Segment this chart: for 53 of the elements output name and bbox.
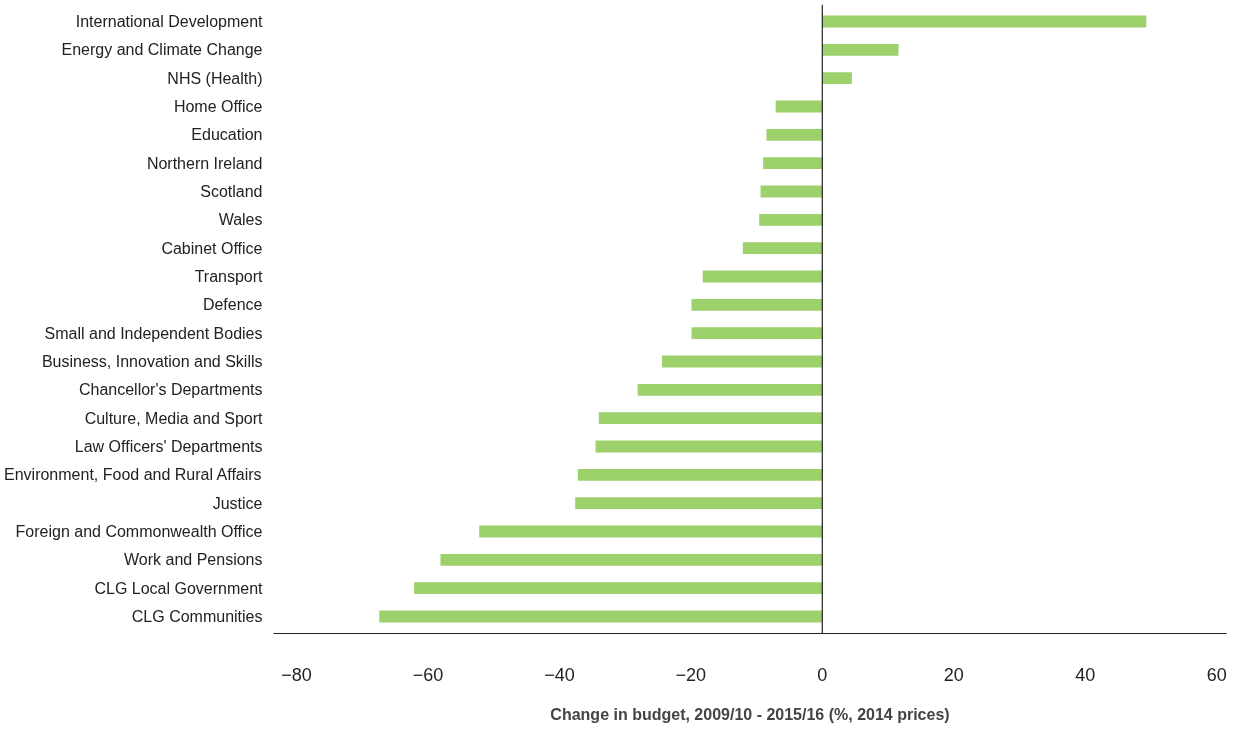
y-tick-label: Energy and Climate Change bbox=[61, 41, 263, 59]
bar bbox=[822, 72, 852, 85]
x-tick-label: −40 bbox=[544, 664, 575, 685]
y-tick-label: Culture, Media and Sport bbox=[84, 409, 264, 427]
y-tick-label: Education bbox=[191, 126, 263, 144]
y-tick-label: Wales bbox=[218, 211, 263, 229]
y-tick-label: CLG Local Government bbox=[94, 579, 264, 597]
bar bbox=[775, 100, 823, 113]
bar bbox=[760, 185, 823, 198]
x-tick-label: −60 bbox=[412, 664, 444, 685]
bar bbox=[822, 43, 899, 56]
x-tick-label: 0 bbox=[817, 664, 828, 685]
bar bbox=[414, 582, 823, 595]
bar bbox=[637, 383, 823, 396]
bar bbox=[379, 610, 823, 623]
x-tick-label: 20 bbox=[943, 664, 964, 685]
x-tick-label: −80 bbox=[281, 664, 312, 685]
y-tick-label: Business, Innovation and Skills bbox=[41, 353, 263, 370]
y-tick-label: Cabinet Office bbox=[161, 239, 263, 257]
x-tick-label: 40 bbox=[1075, 664, 1096, 685]
bar bbox=[763, 157, 823, 170]
y-tick-label: Defence bbox=[202, 296, 263, 314]
bar bbox=[661, 355, 823, 368]
bar bbox=[598, 412, 823, 425]
y-tick-label: CLG Communities bbox=[131, 608, 263, 625]
y-tick-label: Northern Ireland bbox=[146, 154, 263, 172]
y-tick-label: Scotland bbox=[200, 183, 263, 200]
y-tick-label: Foreign and Commonwealth Office bbox=[15, 523, 263, 540]
bar bbox=[759, 213, 823, 226]
y-tick-label: Chancellor's Departments bbox=[78, 381, 263, 399]
y-tick-label: Justice bbox=[212, 494, 263, 512]
x-tick-label: 60 bbox=[1206, 664, 1227, 685]
bar bbox=[702, 270, 823, 283]
bar bbox=[577, 468, 823, 481]
bar bbox=[691, 298, 823, 311]
x-tick-label: −20 bbox=[675, 664, 707, 685]
bar bbox=[766, 128, 823, 141]
bar bbox=[575, 497, 823, 510]
y-tick-label: Small and Independent Bodies bbox=[44, 324, 263, 342]
y-tick-label: International Development bbox=[75, 13, 264, 30]
y-tick-label: Work and Pensions bbox=[124, 551, 263, 569]
y-tick-label: Law Officers' Departments bbox=[74, 438, 263, 455]
x-axis-title: Change in budget, 2009/10 - 2015/16 (%, 2014 prices) bbox=[550, 705, 950, 723]
bar bbox=[479, 525, 823, 538]
bar bbox=[822, 15, 1147, 28]
y-tick-label: Home Office bbox=[173, 98, 263, 115]
bar bbox=[742, 242, 823, 255]
bar bbox=[691, 327, 823, 340]
bar bbox=[440, 553, 823, 566]
y-tick-label: Transport bbox=[194, 268, 264, 285]
bar bbox=[595, 440, 823, 453]
y-tick-label: NHS (Health) bbox=[167, 69, 263, 87]
y-tick-label: Environment, Food and Rural Affairs bbox=[4, 466, 262, 484]
